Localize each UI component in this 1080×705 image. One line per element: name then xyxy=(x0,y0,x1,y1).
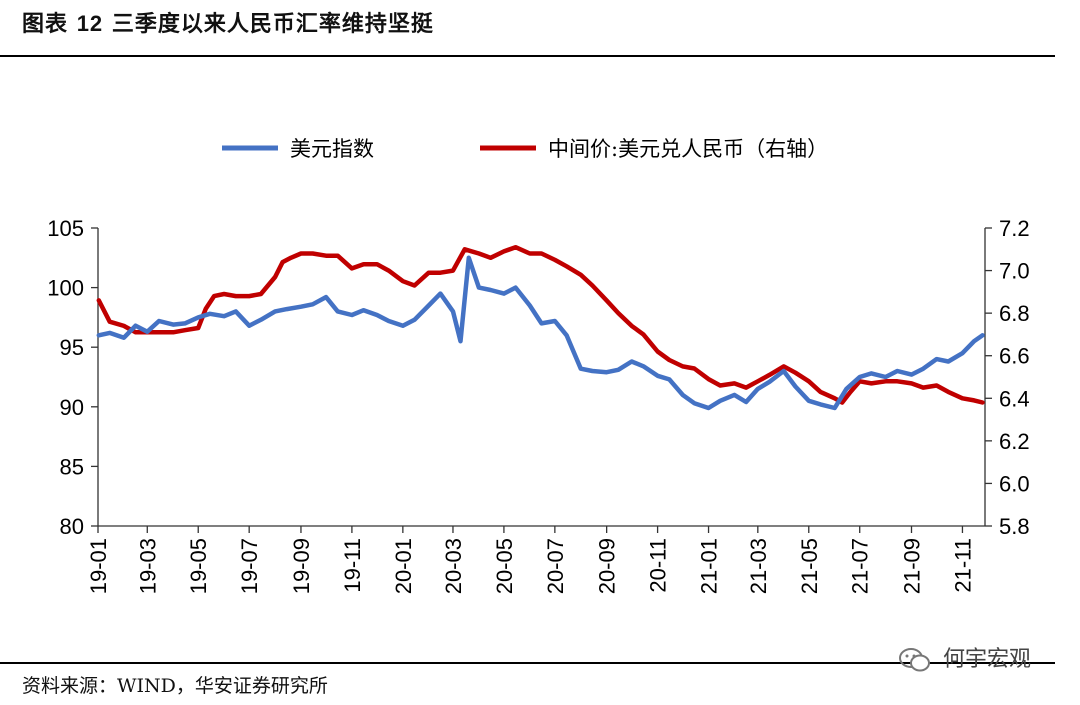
y-left-tick-label: 105 xyxy=(47,216,84,241)
x-tick-label: 20-05 xyxy=(492,538,517,594)
legend-label-cny-mid: 中间价:美元兑人民币（右轴） xyxy=(548,137,828,161)
watermark-text: 何宇宏观 xyxy=(943,647,1032,672)
x-tick-label: 21-11 xyxy=(950,538,975,593)
bottom-divider xyxy=(0,662,1055,664)
x-tick-label: 19-03 xyxy=(135,538,160,594)
figure-number: 12 xyxy=(76,11,104,36)
series-line-usd-index xyxy=(96,255,985,411)
figure-label: 图表 xyxy=(22,11,69,37)
x-tick-label: 20-01 xyxy=(391,538,416,594)
y-right-tick-label: 7.0 xyxy=(999,259,1030,284)
y-right-tick-label: 6.8 xyxy=(999,301,1030,326)
figure-title: 图表 12 三季度以来人民币汇率维持坚挺 xyxy=(22,6,434,38)
watermark: 何宇宏观 xyxy=(898,641,1031,673)
x-tick-label: 19-11 xyxy=(340,538,365,593)
y-left-tick-label: 95 xyxy=(60,335,84,360)
y-right-tick-label: 6.4 xyxy=(999,386,1030,411)
x-tick-label: 19-07 xyxy=(237,538,262,594)
y-right-tick-label: 6.6 xyxy=(999,344,1030,369)
axes: 105 100 95 90 85 80 7.2 7.0 6.8 6.6 6.4 6.2 6.0 5.8 19… xyxy=(47,216,1029,594)
x-tick-label: 20-07 xyxy=(543,538,568,594)
x-tick-label: 19-05 xyxy=(186,538,211,594)
x-tick-label: 21-03 xyxy=(746,538,771,594)
y-left-tick-label: 90 xyxy=(60,395,84,420)
y-right-tick-label: 5.8 xyxy=(999,514,1030,539)
x-tick-label: 21-05 xyxy=(797,538,822,594)
x-tick-label: 21-07 xyxy=(848,538,873,594)
y-left-tick-label: 100 xyxy=(47,276,84,301)
source-note: 资料来源：WIND，华安证券研究所 xyxy=(22,675,328,697)
wechat-icon xyxy=(899,648,930,672)
x-tick-label: 19-09 xyxy=(289,538,314,594)
y-left-tick-label: 85 xyxy=(60,454,84,479)
y-left-tick-label: 80 xyxy=(60,514,84,539)
chart: 美元指数 中间价:美元兑人民币（右轴） 105 100 95 90 85 80 7.2 7.0… xyxy=(47,137,1029,594)
y-right-tick-label: 6.0 xyxy=(999,471,1030,496)
y-right-tick-label: 7.2 xyxy=(999,216,1030,241)
x-tick-label: 21-09 xyxy=(900,538,925,594)
y-right-tick-label: 6.2 xyxy=(999,429,1030,454)
series-group xyxy=(96,244,985,411)
x-tick-label: 20-03 xyxy=(441,538,466,594)
legend-label-usd-index: 美元指数 xyxy=(290,137,374,161)
top-divider xyxy=(0,55,1055,57)
x-tick-label: 20-09 xyxy=(595,538,620,594)
legend: 美元指数 中间价:美元兑人民币（右轴） xyxy=(222,137,828,161)
x-tick-label: 20-11 xyxy=(646,538,671,593)
x-tick-label: 21-01 xyxy=(697,538,722,594)
figure-title-text: 三季度以来人民币汇率维持坚挺 xyxy=(111,11,434,37)
x-tick-label: 19-01 xyxy=(86,538,111,594)
